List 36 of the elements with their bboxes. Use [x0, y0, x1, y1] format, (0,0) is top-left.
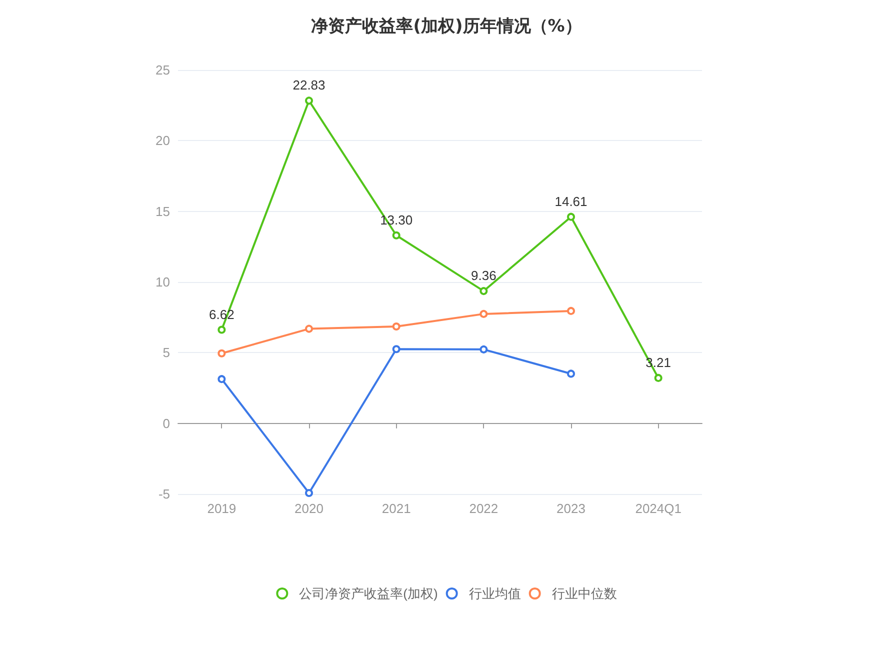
legend-label: 行业均值	[468, 586, 521, 601]
y-tick-label: 15	[156, 204, 170, 219]
y-tick-label: 5	[162, 345, 170, 360]
y-tick-label: 25	[156, 62, 170, 78]
y-tick-label: 0	[162, 416, 170, 431]
data-label: 22.83	[292, 78, 326, 93]
point	[305, 489, 313, 498]
point	[218, 349, 226, 358]
x-tick-label: 2022	[469, 501, 498, 516]
data-label: 14.61	[554, 194, 588, 209]
point	[305, 324, 313, 333]
point	[392, 322, 400, 331]
point	[305, 96, 313, 105]
point	[392, 345, 400, 354]
point	[567, 370, 575, 378]
point	[480, 345, 488, 354]
y-tick-label: 20	[156, 133, 170, 148]
point	[567, 212, 575, 221]
point	[218, 326, 226, 334]
point	[567, 306, 575, 315]
point	[480, 310, 488, 318]
chart-title: 净资产收益率(加权)历年情况（%）	[311, 16, 582, 36]
point	[654, 374, 662, 382]
x-tick-label: 2021	[382, 501, 411, 516]
y-tick-label: 10	[156, 274, 170, 290]
data-label: 9.36	[471, 268, 496, 284]
x-tick-label: 2020	[294, 501, 324, 516]
legend-label: 行业中位数	[552, 586, 617, 601]
x-tick-label: 2023	[556, 501, 586, 516]
x-tick-label: 2024Q1	[635, 501, 682, 516]
point	[480, 287, 488, 296]
point	[392, 231, 400, 240]
legend-label: 公司净资产收益率(加权)	[299, 586, 438, 601]
point	[218, 375, 226, 384]
y-tick-label: -5	[158, 486, 170, 502]
x-tick-label: 2019	[207, 501, 236, 516]
